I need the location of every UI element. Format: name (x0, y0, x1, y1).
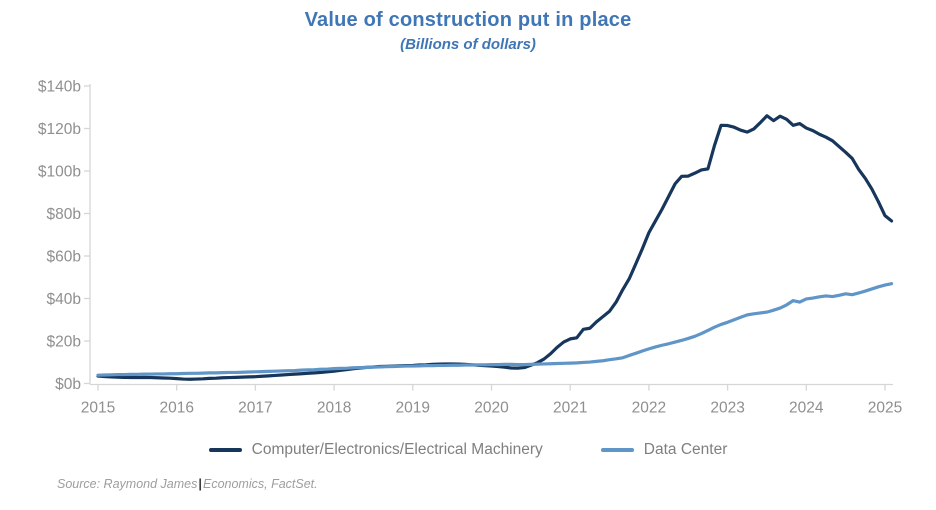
series2-line-swatch (600, 448, 634, 452)
series-line-data-center (96, 282, 894, 377)
series-line-computer-electronics (96, 114, 894, 381)
legend-label-computer-electronics: Computer/Electronics/Electrical Machiner… (251, 441, 543, 458)
y-axis-label: $20b (47, 334, 81, 351)
x-axis-label: 2021 (553, 400, 587, 417)
source-text-suffix: Economics, FactSet. (202, 477, 318, 491)
chart-legend: Computer/Electronics/Electrical Machiner… (0, 441, 936, 459)
chart-subtitle: (Billions of dollars) (400, 36, 536, 53)
source-text-prefix: Source: Raymond James (57, 477, 198, 491)
legend-label-data-center: Data Center (643, 441, 728, 458)
y-axis-label: $100b (38, 164, 81, 181)
chart-title: Value of construction put in place (304, 9, 632, 31)
x-axis-label: 2025 (868, 400, 902, 417)
y-axis-label: $80b (47, 206, 81, 223)
legend-item-computer-electronics: Computer/Electronics/Electrical Machiner… (208, 441, 543, 459)
x-axis-label: 2016 (159, 400, 193, 417)
source-attribution: Source: Raymond James|Economics, FactSet… (57, 476, 318, 491)
x-axis-label: 2024 (789, 400, 824, 417)
y-axis-label: $120b (38, 121, 81, 138)
y-axis-label: $140b (38, 79, 81, 96)
series1-line-swatch (208, 448, 242, 452)
x-axis-label: 2015 (81, 400, 115, 417)
y-axis-label: $60b (47, 249, 81, 266)
source-divider-bar: | (198, 476, 202, 491)
x-axis-label: 2017 (238, 400, 272, 417)
y-axis-label: $0b (55, 376, 81, 393)
x-axis-label: 2018 (317, 400, 351, 417)
x-axis-label: 2022 (632, 400, 666, 417)
x-axis-label: 2023 (710, 400, 744, 417)
x-axis-label: 2019 (396, 400, 430, 417)
y-axis-label: $40b (47, 291, 81, 308)
x-axis-label: 2020 (474, 400, 509, 417)
legend-item-data-center: Data Center (600, 441, 728, 459)
